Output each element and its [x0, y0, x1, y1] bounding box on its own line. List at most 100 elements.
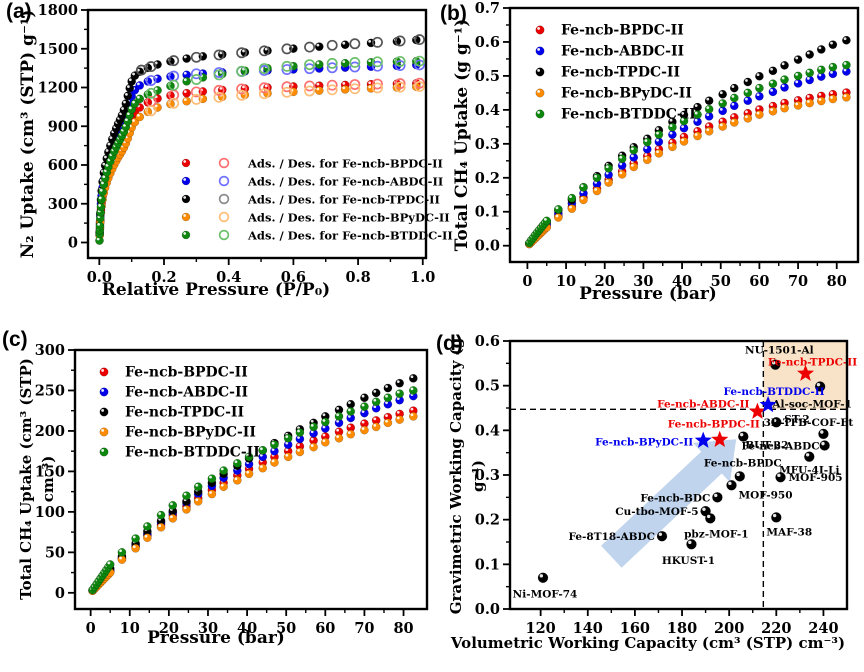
- point-fe-ncb-btddc-ii: Fe-ncb-BTDDC-II: [724, 386, 825, 413]
- svg-text:60: 60: [749, 273, 769, 290]
- svg-text:0.4: 0.4: [216, 269, 241, 286]
- svg-text:Ads. / Des. for Fe-ncb-TPDC-II: Ads. / Des. for Fe-ncb-TPDC-II: [247, 193, 440, 207]
- svg-text:0.2: 0.2: [475, 170, 500, 187]
- series-fe-ncb-bpydc-ii-des: [145, 81, 425, 117]
- point-al-soc-mof-1: Al-soc-MOF-1: [771, 381, 852, 411]
- point-mof-905: MOF-905: [775, 471, 843, 484]
- panel-d-xaxis-title: Volumetric Working Capacity (cm³ (STP) c…: [450, 634, 846, 652]
- svg-text:80: 80: [827, 273, 847, 290]
- svg-text:50: 50: [711, 273, 731, 290]
- svg-text:0.6: 0.6: [475, 333, 500, 350]
- point-ni-mof-74: Ni-MOF-74: [513, 572, 577, 601]
- svg-text:180: 180: [667, 620, 697, 637]
- axis-ticks: 0.0 0.2 0.4 0.6 0.8 1.0 0 300 600 900 1200 1500 1800: [38, 2, 436, 286]
- point-mfu-4i-li: MFU-4I-Li: [779, 451, 839, 477]
- panel-b-xaxis-title: Pressure (bar): [579, 284, 717, 304]
- svg-text:Fe-ncb-BPDC-II: Fe-ncb-BPDC-II: [561, 23, 684, 39]
- svg-text:Fe-ncb-ABDC-II: Fe-ncb-ABDC-II: [125, 385, 248, 401]
- svg-text:250: 250: [35, 382, 65, 399]
- svg-text:Cu-tbo-MOF-5: Cu-tbo-MOF-5: [615, 506, 698, 518]
- svg-text:120: 120: [525, 620, 555, 637]
- svg-text:150: 150: [35, 463, 65, 480]
- svg-text:300: 300: [48, 196, 78, 213]
- panel-b: 0 10 20 30 40 50 60 70 80 0.0 0.1 0.2 0.3 0.4 0.5 0.6 0.…: [432, 0, 864, 336]
- plot-frame: [73, 348, 429, 611]
- point-st-2: ST-2: [771, 413, 810, 428]
- svg-text:60: 60: [315, 620, 335, 637]
- svg-text:Fe-ncb-BDC: Fe-ncb-BDC: [640, 492, 710, 504]
- point-fe-ncb-abdc: Fe-ncb-ABDC: [741, 440, 830, 453]
- svg-text:ST-2: ST-2: [784, 413, 809, 425]
- panel-c-xaxis-title: Pressure (bar): [147, 628, 285, 648]
- svg-text:160: 160: [620, 620, 650, 637]
- point-fe-ncb-bpdc: Fe-ncb-BPDC: [704, 457, 782, 482]
- svg-text:0.4: 0.4: [475, 422, 500, 439]
- svg-text:Ads. / Des. for Fe-ncb-BPyDC-I: Ads. / Des. for Fe-ncb-BPyDC-II: [247, 211, 450, 225]
- svg-text:10: 10: [556, 273, 576, 290]
- axis-ticks: 0 10 20 30 40 50 60 70 80 0 50 100 150 200 250 300: [35, 342, 414, 637]
- panel-b-plot: 0 10 20 30 40 50 60 70 80 0.0 0.1 0.2 0.3 0.4 0.5 0.6 0.…: [475, 0, 860, 290]
- svg-text:20: 20: [595, 273, 615, 290]
- panel-a: 0.0 0.2 0.4 0.6 0.8 1.0 0 300 600 900 1200 1500 1800…: [0, 0, 453, 336]
- svg-text:50: 50: [276, 620, 296, 637]
- svg-text:70: 70: [354, 620, 374, 637]
- svg-text:1500: 1500: [38, 41, 78, 58]
- svg-text:0.2: 0.2: [475, 512, 500, 529]
- svg-text:0.7: 0.7: [475, 0, 500, 17]
- svg-text:300: 300: [35, 342, 65, 359]
- svg-text:30: 30: [633, 273, 653, 290]
- series-fe-ncb-btddc-ii: [524, 60, 851, 248]
- svg-text:0.6: 0.6: [475, 34, 500, 51]
- svg-text:100: 100: [35, 504, 65, 521]
- point-fe-ncb-abdc-ii: Fe-ncb-ABDC-II: [657, 399, 766, 419]
- legend: Fe-ncb-BPDC-II Fe-ncb-ABDC-II Fe-ncb-TPDC-…: [99, 365, 260, 461]
- svg-text:MOF-950: MOF-950: [739, 489, 793, 501]
- svg-text:Fe-ncb-BPDC: Fe-ncb-BPDC: [704, 457, 782, 469]
- svg-text:Fe-ncb-BTDDC-II: Fe-ncb-BTDDC-II: [724, 386, 825, 398]
- svg-text:600: 600: [48, 157, 78, 174]
- svg-text:Al-soc-MOF-1: Al-soc-MOF-1: [771, 399, 852, 411]
- svg-text:0.1: 0.1: [475, 204, 500, 221]
- svg-text:0.2: 0.2: [151, 269, 176, 286]
- svg-text:0: 0: [68, 235, 78, 252]
- axis-ticks: 120 140 160 180 200 220 240 0.0 0.1 0.2 0.3 0.4 0.5 0…: [475, 333, 839, 637]
- panel-b-letter: (b): [440, 2, 467, 25]
- point-fe-ncb-tpdc-ii: Fe-ncb-TPDC-II: [768, 357, 857, 381]
- svg-text:1.0: 1.0: [410, 269, 435, 286]
- plot-frame: [508, 6, 860, 264]
- svg-text:MOF-905: MOF-905: [789, 472, 843, 484]
- point-nu-1501-al: NU-1501-Al: [745, 345, 814, 370]
- svg-text:3D-TFB-COF-Et: 3D-TFB-COF-Et: [764, 417, 854, 429]
- point-fe-ncb-bpydc-ii: Fe-ncb-BPyDC-II: [595, 431, 712, 449]
- panel-d-plot: 120 140 160 180 200 220 240 0.0 0.1 0.2 0.3 0.4 0.5 0…: [475, 333, 857, 637]
- svg-text:20: 20: [159, 620, 179, 637]
- svg-text:Ads. / Des. for Fe-ncb-BPDC-II: Ads. / Des. for Fe-ncb-BPDC-II: [247, 157, 443, 171]
- svg-text:MAF-38: MAF-38: [766, 526, 812, 538]
- series-fe-ncb-btddc-ii-des: [145, 55, 425, 99]
- svg-text:Fe-ncb-BPDC-II: Fe-ncb-BPDC-II: [668, 419, 760, 431]
- svg-text:HKUST-1: HKUST-1: [662, 555, 715, 567]
- panel-c-letter: (c): [2, 328, 28, 351]
- point-maf-38: MAF-38: [766, 512, 812, 538]
- svg-text:0.0: 0.0: [87, 269, 112, 286]
- svg-text:30: 30: [198, 620, 218, 637]
- svg-text:900: 900: [48, 118, 78, 135]
- plot-frame: [508, 339, 849, 611]
- panel-c-yaxis-title: Total CH₄ Uptake (cm³ (STP) cm⁻³): [17, 358, 57, 600]
- svg-text:Fe-ncb-ABDC-II: Fe-ncb-ABDC-II: [657, 399, 749, 411]
- svg-text:NU-1501-Al: NU-1501-Al: [745, 345, 814, 357]
- svg-text:1800: 1800: [38, 2, 78, 19]
- svg-text:0.6: 0.6: [281, 269, 306, 286]
- point-but-22: BUT-22: [738, 431, 788, 452]
- point-pbz-mof-1: pbz-MOF-1: [684, 513, 749, 540]
- trend-arrow: [601, 439, 737, 568]
- svg-text:BUT-22: BUT-22: [745, 440, 788, 452]
- axis-ticks: 0 10 20 30 40 50 60 70 80 0.0 0.1 0.2 0.3 0.4 0.5 0.6 0.…: [475, 0, 847, 290]
- series-fe-ncb-bpdc-ii-des: [145, 77, 425, 107]
- svg-text:MFU-4I-Li: MFU-4I-Li: [779, 465, 839, 477]
- svg-text:0: 0: [522, 273, 532, 290]
- svg-text:Fe-ncb-TPDC-II: Fe-ncb-TPDC-II: [768, 357, 857, 369]
- svg-text:0.1: 0.1: [475, 556, 500, 573]
- svg-text:0.4: 0.4: [475, 102, 500, 119]
- svg-text:Fe-ncb-TPDC-II: Fe-ncb-TPDC-II: [561, 65, 680, 81]
